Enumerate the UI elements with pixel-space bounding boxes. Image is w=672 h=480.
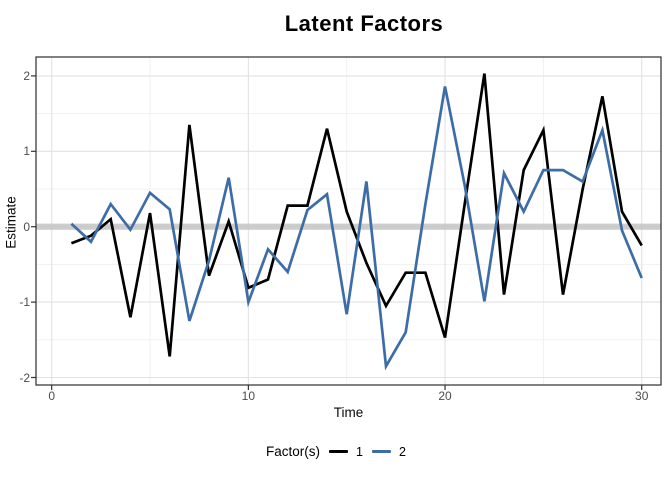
y-tick-label: 2 [23, 68, 30, 83]
legend-swatch-factor-2 [372, 449, 391, 454]
y-tick-label: 1 [23, 144, 30, 159]
chart-title: Latent Factors [284, 11, 444, 36]
legend: Factor(s) 1 2 [0, 444, 672, 459]
series-line-factor-1 [70, 73, 643, 357]
legend-swatch-factor-1 [329, 449, 349, 454]
zero-reference-band [36, 223, 661, 230]
legend-title: Factor(s) [266, 444, 321, 459]
legend-label-factor-1: 1 [356, 444, 363, 459]
y-tick-label: -2 [19, 370, 30, 385]
x-tick-label: 30 [635, 389, 649, 403]
legend-entry-factor-2: 2 [372, 445, 406, 459]
panel-border [35, 56, 662, 386]
series-line-factor-2 [70, 86, 643, 371]
x-tick-label: 20 [438, 389, 452, 403]
y-axis-title: Estimate [3, 196, 19, 249]
plot-panel [36, 57, 661, 385]
y-tick-label: -1 [19, 295, 30, 310]
legend-entry-factor-1: 1 [329, 445, 363, 459]
x-tick-label: 10 [241, 389, 256, 403]
x-tick-label: 0 [48, 389, 56, 403]
y-tick-label: 0 [23, 219, 30, 234]
x-axis-title: Time [333, 405, 364, 420]
legend-label-factor-2: 2 [399, 444, 406, 459]
